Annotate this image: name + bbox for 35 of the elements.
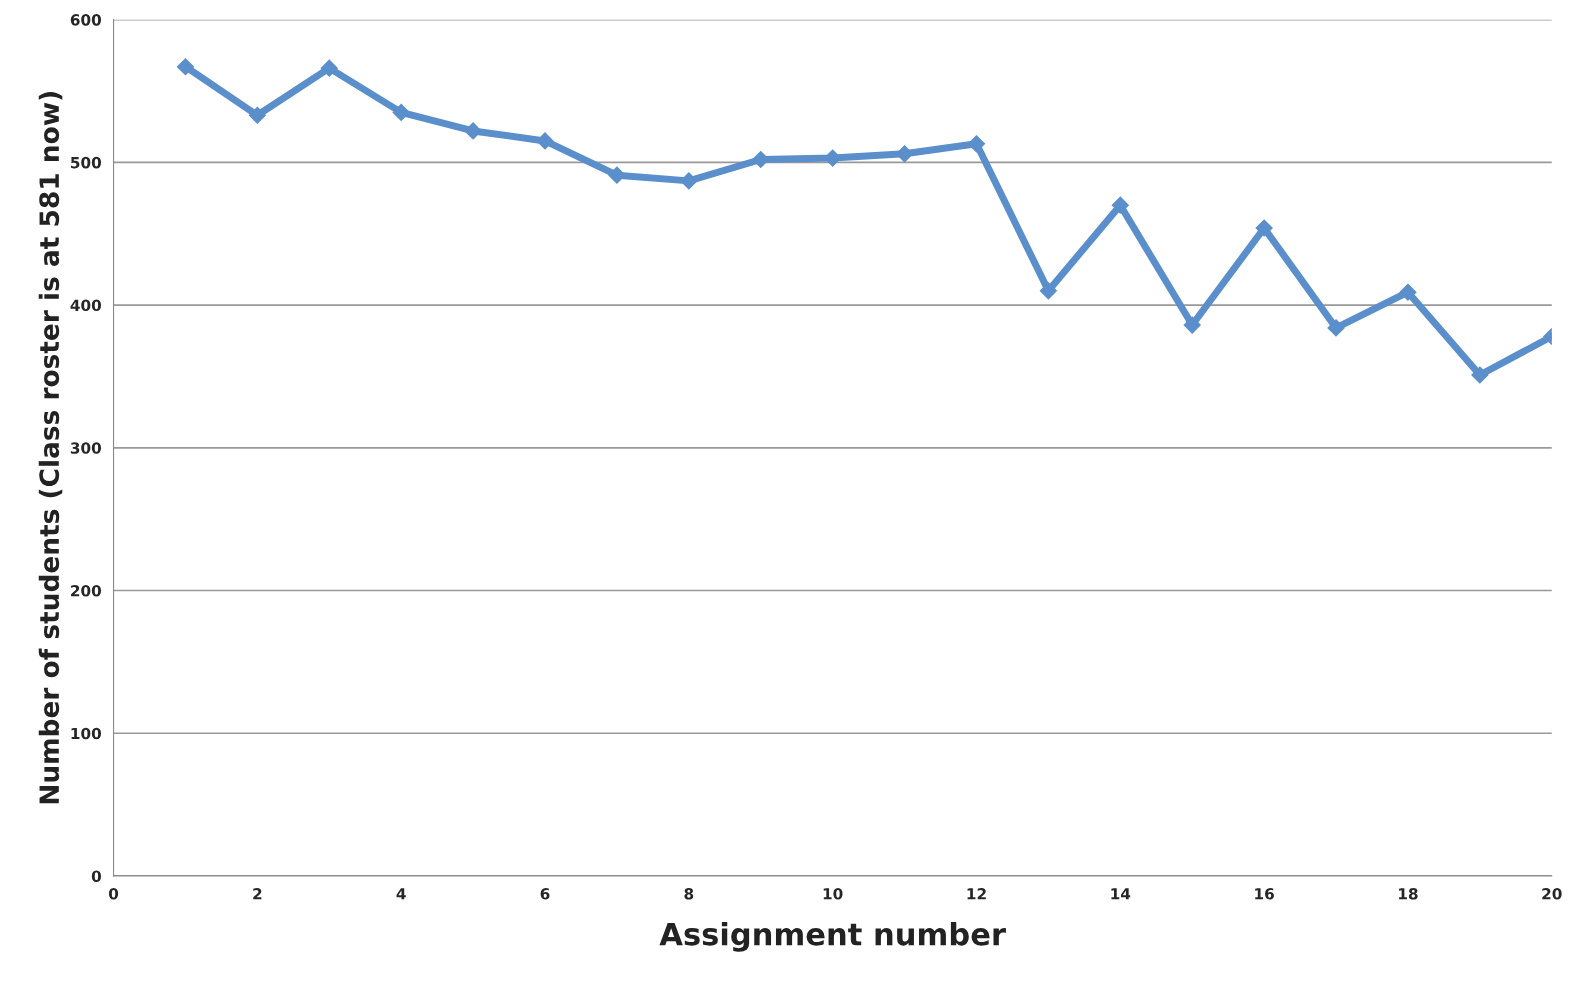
point <box>1471 366 1489 384</box>
x-tick-label: 14 <box>1111 888 1131 900</box>
x-tick-label: 18 <box>1399 888 1418 900</box>
x-axis-title: Assignment number <box>659 921 1006 952</box>
point <box>176 58 195 76</box>
point <box>680 172 698 190</box>
point <box>1327 319 1345 337</box>
x-tick-label: 8 <box>684 888 694 900</box>
x-tick-label: 6 <box>540 888 550 900</box>
point <box>536 132 554 150</box>
x-tick-label: 20 <box>1542 888 1562 900</box>
y-tick-label: 500 <box>71 156 102 169</box>
y-tick-label: 200 <box>71 584 102 597</box>
y-tick-label: 600 <box>70 14 102 26</box>
point <box>1039 282 1057 300</box>
y-tick-label: 100 <box>71 727 102 740</box>
x-tick-label: 2 <box>253 888 262 900</box>
y-axis-title: Number of students (Class roster is at 581 now) <box>38 92 63 804</box>
point <box>1399 283 1417 301</box>
y-tick-label: 400 <box>70 299 102 312</box>
point <box>1183 316 1201 334</box>
x-tick-label: 0 <box>108 888 119 900</box>
point <box>1111 196 1129 214</box>
x-tick-label: 16 <box>1255 888 1274 900</box>
point <box>248 106 266 124</box>
y-tick-label: 300 <box>70 442 102 454</box>
point <box>392 103 410 121</box>
x-tick-label: 10 <box>823 888 843 900</box>
point <box>608 166 626 184</box>
y-tick-label: 0 <box>91 870 102 882</box>
point <box>1255 219 1273 237</box>
point <box>464 122 482 140</box>
point <box>320 59 338 77</box>
x-tick-label: 12 <box>967 888 986 900</box>
x-tick-label: 4 <box>396 888 406 900</box>
